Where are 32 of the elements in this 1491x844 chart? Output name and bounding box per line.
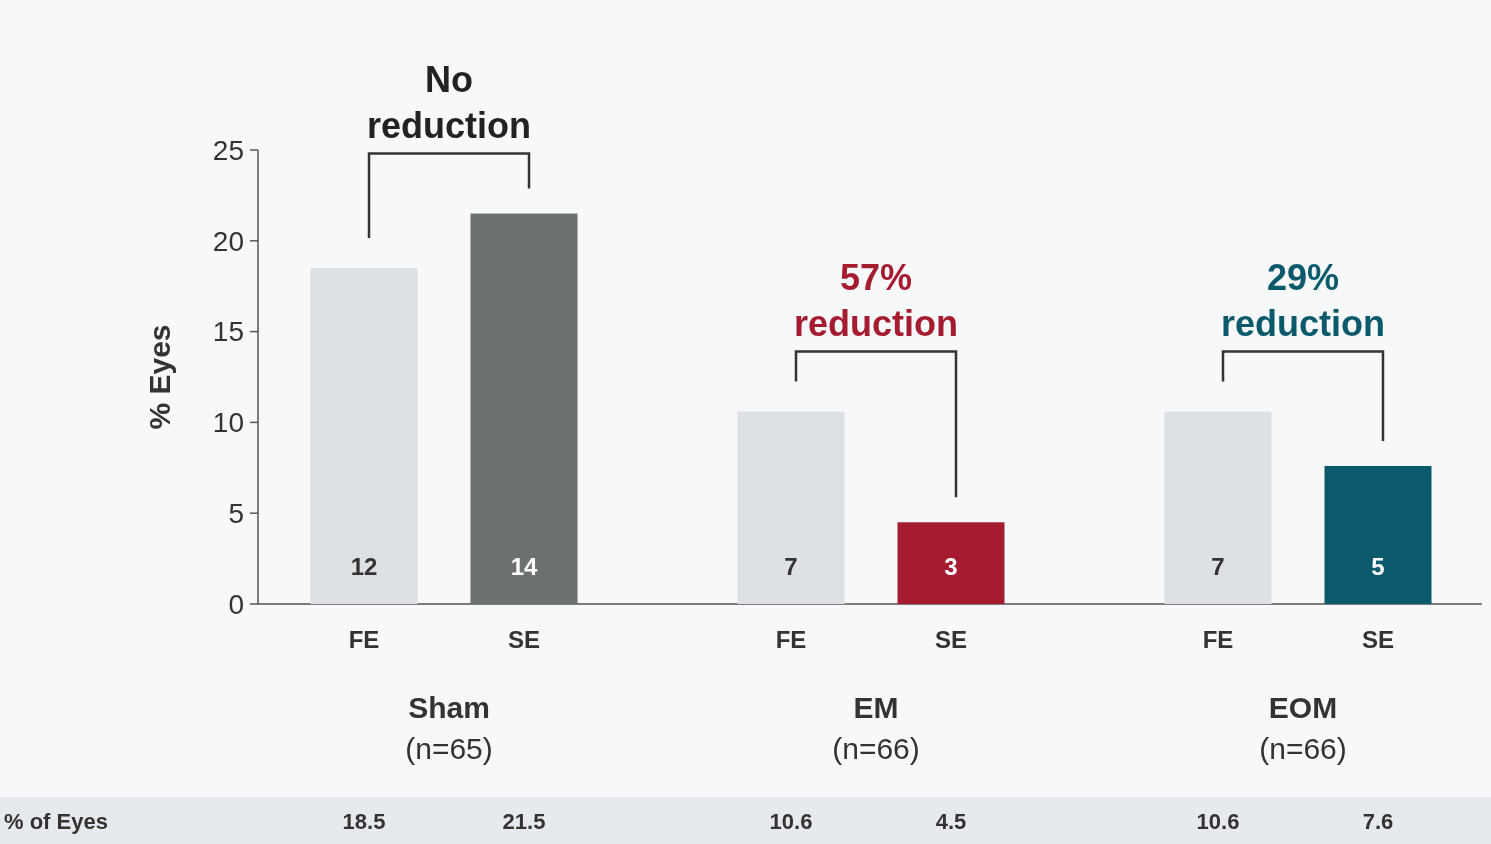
data-label: 4.5 <box>935 809 967 834</box>
annotation: 12 <box>350 553 378 580</box>
text: EM (n=66) <box>832 691 920 765</box>
data-label: 7.6 <box>1362 809 1394 834</box>
data-label: 18.5 <box>342 809 386 834</box>
y-tick-label: 25 <box>212 134 244 166</box>
y-tick-label: 20 <box>212 225 244 257</box>
annotation: 3 <box>944 553 958 580</box>
text: EOM (n=66) <box>1259 691 1347 765</box>
x-tick-label: FE <box>1202 626 1234 653</box>
data-label: 10.6 <box>769 809 813 834</box>
text: Sham (n=65) <box>405 691 493 765</box>
annotation: 29% reduction <box>1220 256 1386 344</box>
y-tick-label: 10 <box>212 407 244 439</box>
x-tick-label: SE <box>507 626 541 653</box>
text: No reduction <box>366 58 532 146</box>
text: % of Eyes <box>4 809 108 834</box>
x-tick-label: SE <box>1361 626 1395 653</box>
x-tick-label: SE <box>934 626 968 653</box>
annotation: 57% reduction <box>793 256 959 344</box>
data-label: 10.6 <box>1196 809 1240 834</box>
x-tick-label: FE <box>775 626 807 653</box>
annotation: 7 <box>1211 553 1225 580</box>
y-axis-title: % Eyes <box>143 324 176 430</box>
annotation: 5 <box>1371 553 1385 580</box>
y-tick-label: 5 <box>228 498 244 529</box>
annotation: 14 <box>510 553 538 580</box>
x-tick-label: FE <box>348 626 380 653</box>
annotation: 7 <box>784 553 798 580</box>
y-tick-label: 15 <box>212 316 244 348</box>
y-tick-label: 0 <box>228 588 244 620</box>
data-label: 21.5 <box>502 809 546 834</box>
